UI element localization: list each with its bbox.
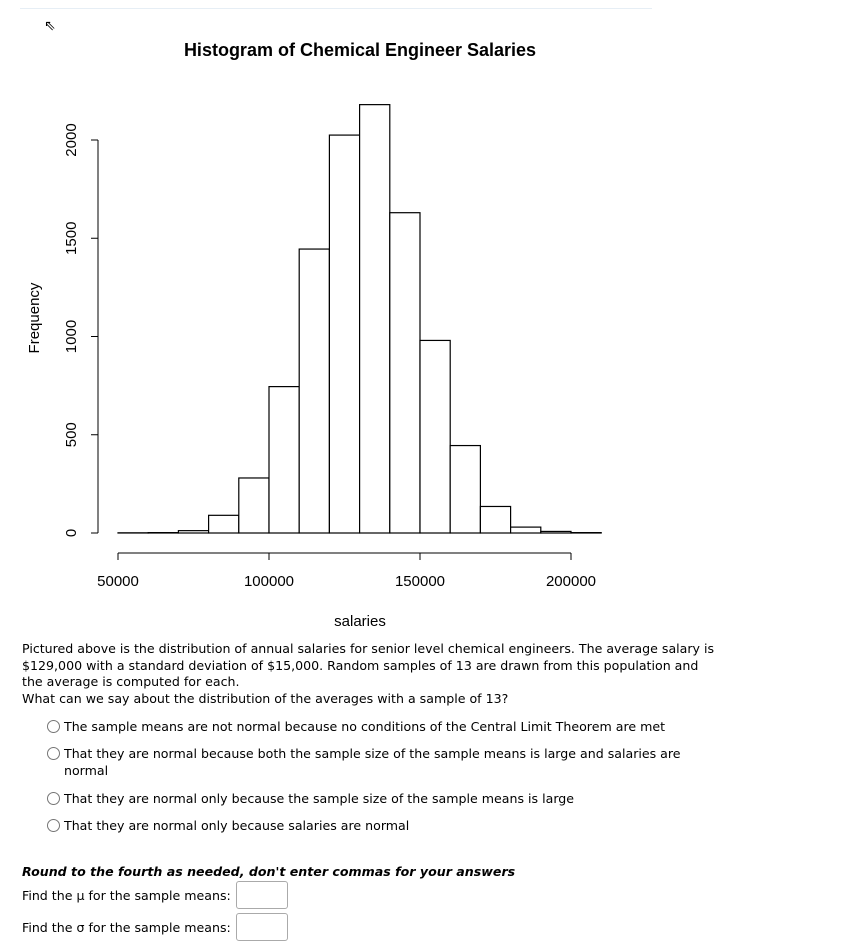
histogram-bar bbox=[328, 134, 361, 534]
option-1-label: The sample means are not normal because … bbox=[64, 719, 666, 734]
cursor-icon: ⇖ bbox=[44, 18, 56, 34]
histogram-bar bbox=[449, 444, 482, 534]
mu-question: Find the μ for the sample means: bbox=[22, 881, 288, 909]
option-4[interactable]: That they are normal only because salari… bbox=[47, 817, 707, 834]
histogram-bar bbox=[268, 386, 300, 534]
sigma-input[interactable] bbox=[235, 913, 288, 941]
rounding-note: Round to the fourth as needed, don't ent… bbox=[22, 864, 516, 879]
description: Pictured above is the distribution of an… bbox=[22, 641, 715, 689]
mu-input[interactable] bbox=[235, 881, 288, 909]
option-2[interactable]: That they are normal because both the sa… bbox=[47, 745, 707, 779]
option-2-label: That they are normal because both the sa… bbox=[64, 746, 681, 778]
histogram-bar bbox=[389, 212, 421, 534]
divider bbox=[20, 8, 652, 9]
x-tick-label: 100000 bbox=[244, 573, 294, 590]
option-4-label: That they are normal only because salari… bbox=[64, 818, 410, 833]
histogram-bar bbox=[510, 526, 542, 534]
option-4-radio[interactable] bbox=[47, 819, 60, 832]
histogram-bar bbox=[479, 505, 512, 534]
mu-label: Find the μ for the sample means: bbox=[22, 887, 231, 903]
option-2-radio[interactable] bbox=[47, 747, 60, 760]
y-axis-label: Frequency bbox=[26, 282, 43, 353]
sigma-question: Find the σ for the sample means: bbox=[22, 913, 288, 941]
option-3[interactable]: That they are normal only because the sa… bbox=[47, 790, 707, 807]
y-tick-label: 2000 bbox=[63, 123, 80, 156]
histogram-chart: Histogram of Chemical Engineer Salaries … bbox=[26, 40, 602, 630]
histogram-bar bbox=[540, 530, 572, 534]
y-tick-label: 1500 bbox=[63, 222, 80, 255]
y-tick-label: 1000 bbox=[63, 320, 80, 353]
y-tick-label: 0 bbox=[63, 529, 80, 537]
option-1[interactable]: The sample means are not normal because … bbox=[47, 718, 707, 735]
histogram-bar bbox=[419, 339, 451, 534]
option-3-label: That they are normal only because the sa… bbox=[64, 791, 575, 806]
sigma-label: Find the σ for the sample means: bbox=[22, 919, 231, 935]
histogram-bar bbox=[359, 104, 391, 534]
x-tick-label: 150000 bbox=[395, 573, 445, 590]
histogram-bar bbox=[298, 248, 331, 534]
histogram-bar bbox=[208, 514, 240, 534]
histogram-bar bbox=[177, 530, 210, 534]
histogram-bar bbox=[238, 477, 270, 534]
y-tick-label: 500 bbox=[63, 422, 80, 447]
x-tick-label: 50000 bbox=[97, 573, 139, 590]
x-axis-label: salaries bbox=[334, 613, 386, 630]
option-3-radio[interactable] bbox=[47, 792, 60, 805]
prompt: What can we say about the distribution o… bbox=[22, 690, 509, 706]
option-1-radio[interactable] bbox=[47, 720, 60, 733]
chart-title: Histogram of Chemical Engineer Salaries bbox=[184, 40, 536, 60]
question-text: Pictured above is the distribution of an… bbox=[22, 641, 722, 707]
x-tick-label: 200000 bbox=[546, 573, 596, 590]
